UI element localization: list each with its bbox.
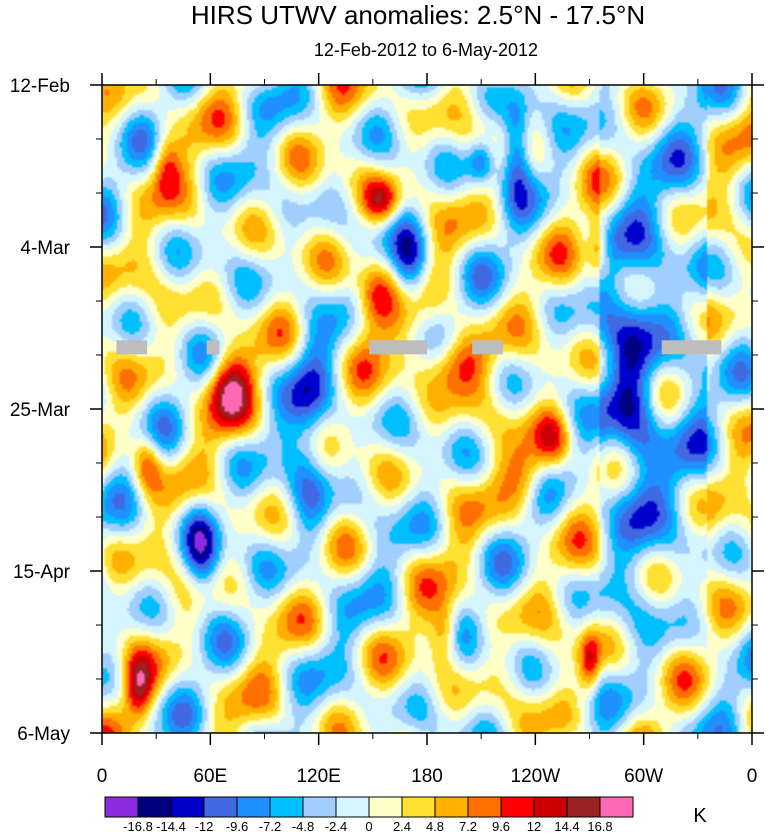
colorbar-label: 9.6 — [492, 819, 510, 834]
colorbar-swatch — [434, 796, 469, 818]
missing-data-block — [661, 340, 722, 355]
missing-data-block — [369, 340, 427, 355]
colorbar-label: 16.8 — [587, 819, 612, 834]
anomaly-field — [102, 85, 752, 733]
colorbar-label: -9.6 — [226, 819, 248, 834]
y-tick-label: 12-Feb — [10, 76, 70, 97]
x-tick-label: 180 — [411, 766, 443, 787]
y-tick-label: 25-Mar — [10, 400, 71, 421]
colorbar-label: 7.2 — [459, 819, 477, 834]
chart-title: HIRS UTWV anomalies: 2.5°N - 17.5°N — [191, 0, 645, 30]
y-axis: 12-Feb 4-Mar 25-Mar 15-Apr 6-May — [10, 76, 764, 745]
x-tick-label: 60W — [624, 766, 663, 787]
colorbar-label: 2.4 — [393, 819, 411, 834]
colorbar-label: -14.4 — [156, 819, 186, 834]
colorbar: -16.8 -14.4 -12 -9.6 -7.2 -4.8 -2.4 0 2.4 4.8 7.2 9… — [104, 796, 634, 834]
colorbar-swatch — [500, 796, 535, 818]
colorbar-label: 0 — [365, 819, 372, 834]
colorbar-swatch — [335, 796, 370, 818]
x-tick-label: 0 — [747, 766, 758, 787]
colorbar-label: 12 — [527, 819, 541, 834]
missing-data-block — [472, 340, 503, 355]
colorbar-swatch — [269, 796, 304, 818]
colorbar-label: -7.2 — [259, 819, 281, 834]
x-tick-label: 120W — [511, 766, 561, 787]
colorbar-swatch — [533, 796, 568, 818]
chart-subtitle: 12-Feb-2012 to 6-May-2012 — [314, 40, 538, 60]
x-tick-label: 120E — [296, 766, 340, 787]
colorbar-label: 14.4 — [554, 819, 579, 834]
missing-data-layer — [116, 340, 722, 355]
colorbar-swatch — [170, 796, 205, 818]
colorbar-swatch — [203, 796, 238, 818]
colorbar-label: -4.8 — [292, 819, 314, 834]
y-tick-label: 6-May — [17, 724, 70, 745]
colorbar-label: -12 — [195, 819, 214, 834]
colorbar-swatch — [467, 796, 502, 818]
x-axis: 0 60E 120E 180 120W 60W 0 — [97, 73, 758, 787]
x-tick-label: 0 — [97, 766, 108, 787]
y-tick-label: 15-Apr — [13, 562, 71, 583]
colorbar-label: 4.8 — [426, 819, 444, 834]
missing-data-block — [206, 340, 220, 355]
colorbar-swatch — [566, 796, 601, 818]
y-tick-label: 4-Mar — [20, 238, 70, 259]
x-tick-label: 60E — [193, 766, 227, 787]
colorbar-swatch — [401, 796, 436, 818]
colorbar-unit: K — [693, 805, 707, 827]
colorbar-swatch — [104, 796, 139, 818]
plot-area — [101, 84, 753, 734]
colorbar-swatch — [236, 796, 271, 818]
colorbar-swatch — [137, 796, 172, 818]
colorbar-label: -16.8 — [123, 819, 153, 834]
missing-data-block — [116, 340, 148, 355]
colorbar-swatch — [368, 796, 403, 818]
colorbar-swatch — [302, 796, 337, 818]
colorbar-label: -2.4 — [325, 819, 347, 834]
colorbar-swatch — [599, 796, 634, 818]
